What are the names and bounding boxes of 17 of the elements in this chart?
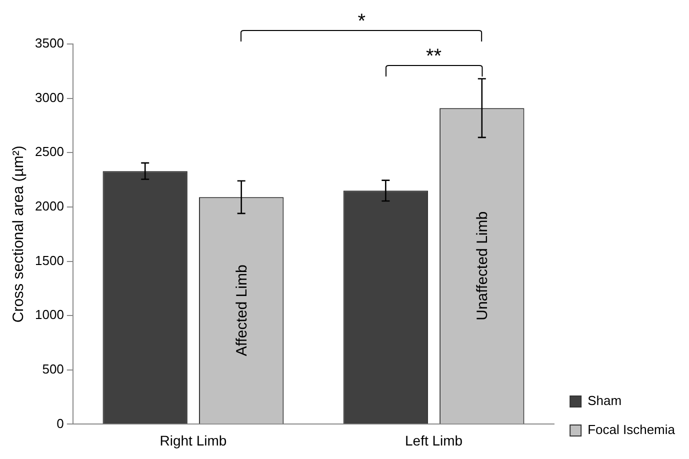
y-tick-label: 3500 — [35, 36, 64, 51]
x-tick-label: Right Limb — [160, 432, 227, 448]
data-label: Affected Limb — [233, 264, 250, 356]
data-label: Unaffected Limb — [474, 211, 492, 320]
text: * — [358, 10, 366, 33]
y-tick-label: 1500 — [35, 252, 64, 268]
y-tick-label: 2500 — [35, 144, 64, 160]
y-tick-label: 500 — [42, 361, 64, 376]
y-tick-label: 2000 — [35, 198, 64, 214]
x-tick-label: Left Limb — [404, 432, 463, 448]
legend-label: Focal Ischemia — [588, 422, 676, 438]
legend-label: Sham — [588, 393, 622, 408]
y-axis-title: Cross sectional area (µm²) — [10, 146, 28, 323]
y-tick-label: 0 — [56, 416, 64, 431]
y-tick-label: 3000 — [35, 90, 64, 105]
y-tick-label: 1000 — [35, 307, 64, 322]
annotation: ** — [426, 46, 442, 68]
